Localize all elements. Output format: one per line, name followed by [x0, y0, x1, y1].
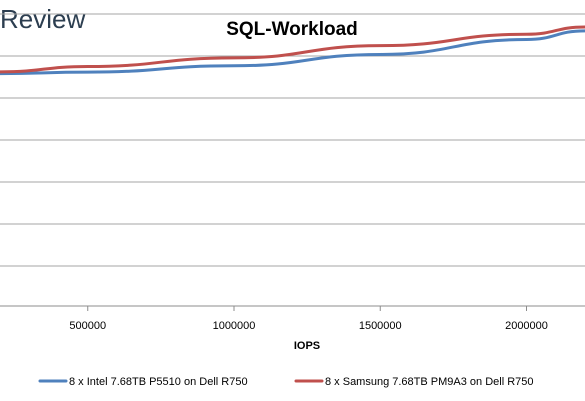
series: [0, 25, 585, 76]
x-axis-tick-label: 500000: [69, 320, 106, 332]
x-axis-tick-label: 1500000: [359, 320, 402, 332]
x-axis-label: IOPS: [294, 340, 320, 352]
legend-item-samsung: 8 x Samsung 7.68TB PM9A3 on Dell R750: [294, 376, 534, 388]
x-axis-tick-label: 2000000: [505, 320, 548, 332]
legend: 8 x Intel 7.68TB P5510 on Dell R750 8 x S…: [38, 376, 534, 388]
legend-label: 8 x Intel 7.68TB P5510 on Dell R750: [69, 376, 248, 388]
x-axis-ticks: 500000 1000000 1500000 2000000: [69, 306, 548, 332]
legend-label: 8 x Samsung 7.68TB PM9A3 on Dell R750: [325, 376, 534, 388]
grid: [0, 13, 585, 307]
legend-item-intel: 8 x Intel 7.68TB P5510 on Dell R750: [38, 376, 248, 388]
chart-title: SQL-Workload: [226, 19, 358, 40]
brand-wordmark: Review: [0, 4, 85, 34]
series-line-intel: [0, 29, 585, 76]
x-axis-tick-label: 1000000: [213, 320, 256, 332]
series-line-samsung: [0, 25, 585, 74]
